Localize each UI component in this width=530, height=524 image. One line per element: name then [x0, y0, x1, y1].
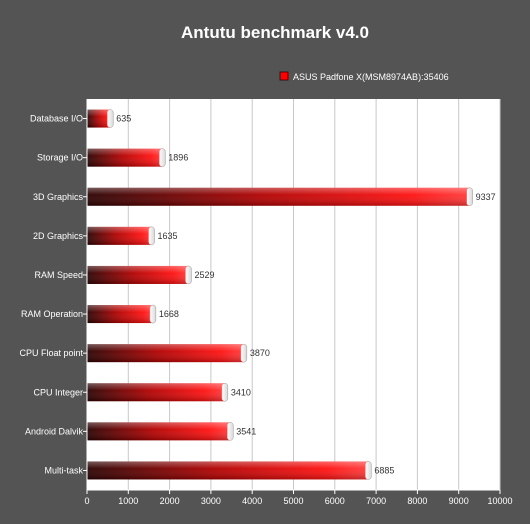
x-tick-label: 8000: [407, 496, 427, 506]
data-label: 9337: [476, 192, 496, 202]
bar-end-cap: [226, 422, 234, 441]
data-label: 1896: [168, 153, 188, 163]
x-tick-label: 3000: [201, 496, 221, 506]
data-label: 3541: [236, 426, 256, 436]
legend-swatch: [279, 71, 289, 81]
x-tick-label: 1000: [118, 496, 138, 506]
category-label: CPU Integer: [33, 387, 83, 397]
category-label: Android Dalvik: [25, 426, 84, 436]
data-label: 3410: [231, 387, 251, 397]
category-label: RAM Speed: [34, 270, 83, 280]
bar-end-cap: [221, 383, 229, 402]
bar-shine: [87, 344, 244, 363]
bars: 635 1896 9337 1635 2529 1668 3870 3410 3541 6885: [87, 109, 496, 480]
bar-shine: [87, 265, 189, 284]
bar-end-cap: [240, 343, 248, 363]
bar-shine: [87, 226, 152, 245]
bar-shine: [87, 305, 153, 324]
bar-end-cap: [159, 148, 166, 167]
bar-end-cap: [185, 265, 192, 285]
legend: ASUS Padfone X(MSM8974AB):35406: [279, 71, 449, 82]
x-tick-label: 9000: [449, 496, 469, 506]
data-label: 635: [116, 114, 131, 124]
bar-shine: [87, 187, 470, 206]
x-tick-label: 0: [84, 496, 89, 506]
data-label: 2529: [194, 270, 214, 280]
grid-lines: [86, 99, 501, 490]
x-tick-label: 5000: [283, 496, 303, 506]
bar-end-cap: [148, 226, 155, 246]
bar-shine: [87, 109, 111, 128]
category-label: CPU Float point: [19, 348, 83, 358]
x-tick-label: 2000: [160, 496, 180, 506]
data-label: 1635: [158, 231, 178, 241]
category-label: Database I/O: [30, 114, 83, 124]
category-label: RAM Operation: [21, 309, 83, 319]
bar-shine: [87, 148, 163, 167]
category-label: Multi-task: [44, 465, 83, 475]
category-label: 3D Graphics: [33, 192, 84, 202]
bar-shine: [87, 383, 225, 402]
x-tick-label: 6000: [325, 496, 345, 506]
bar-end-cap: [149, 304, 157, 324]
data-label: 1668: [159, 309, 179, 319]
bar-end-cap: [365, 461, 372, 480]
chart-title: Antutu benchmark v4.0: [181, 23, 369, 42]
bar-end-cap: [466, 187, 473, 206]
bar-shine: [87, 422, 231, 441]
x-tick-label: 7000: [366, 496, 386, 506]
bar-end-cap: [106, 109, 114, 128]
category-label: Storage I/O: [37, 153, 83, 163]
axes: 0 1000 2000 3000 4000 5000 6000 7000 8000 9000 100…: [19, 99, 513, 506]
data-label: 3870: [250, 348, 270, 358]
category-label: 2D Graphics: [33, 231, 84, 241]
legend-label: ASUS Padfone X(MSM8974AB):35406: [293, 72, 449, 82]
x-tick-label: 4000: [242, 496, 262, 506]
x-tick-label: 10000: [487, 496, 512, 506]
bar-shine: [87, 461, 369, 480]
data-label: 6885: [374, 465, 394, 475]
